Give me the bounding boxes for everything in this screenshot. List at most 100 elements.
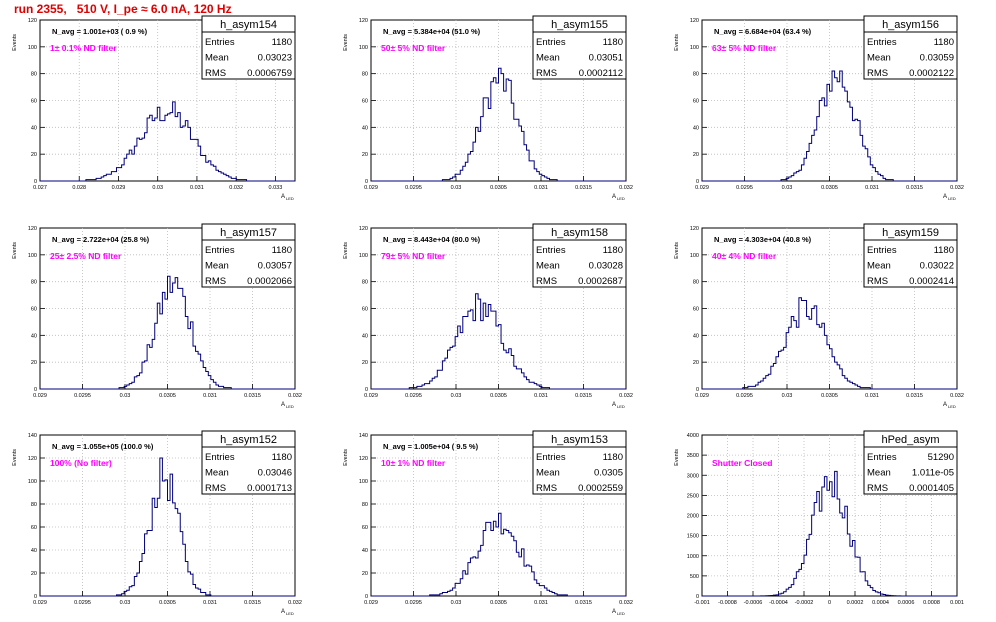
y-tick-label: 60 xyxy=(31,99,37,105)
y-tick-label: 80 xyxy=(693,72,699,78)
stats-key: Entries xyxy=(205,245,235,256)
stats-value: 1180 xyxy=(603,37,623,48)
x-axis-label: ALED xyxy=(612,194,625,201)
y-tick-label: 40 xyxy=(31,125,37,131)
plot-hPed_asym: -0.001 -0.0008 -0.0006 -0.0004 -0.0002 0 0.000… xyxy=(674,430,964,606)
y-tick-label: 0 xyxy=(365,594,368,600)
stats-value: 0.03051 xyxy=(589,53,623,64)
stats-key: Entries xyxy=(205,37,235,48)
x-tick-label: 0.0295 xyxy=(736,393,753,399)
histogram-name: h_asym158 xyxy=(551,227,608,239)
y-tick-label: 60 xyxy=(362,99,368,105)
stats-key: Entries xyxy=(867,245,897,256)
navg-label: N_avg = 5.384e+04 (51.0 %) xyxy=(383,27,481,36)
y-tick-label: 0 xyxy=(696,594,699,600)
x-tick-label: 0.03 xyxy=(451,185,462,191)
x-tick-label: 0.029 xyxy=(112,185,126,191)
stats-key: Entries xyxy=(867,452,897,463)
y-tick-label: 2500 xyxy=(687,493,699,499)
y-tick-label: 40 xyxy=(31,548,37,554)
stats-value: 1180 xyxy=(603,452,623,463)
stats-key: Mean xyxy=(205,468,229,479)
x-tick-label: 0.03 xyxy=(451,600,462,606)
y-tick-label: 3500 xyxy=(687,453,699,459)
x-axis-label: ALED xyxy=(281,194,294,201)
y-tick-label: 4000 xyxy=(687,433,699,439)
histogram-name: h_asym156 xyxy=(882,19,939,31)
y-tick-label: 0 xyxy=(34,387,37,393)
x-tick-label: 0.0315 xyxy=(575,393,592,399)
histogram-series xyxy=(40,101,295,182)
navg-label: N_avg = 4.303e+04 (40.8 %) xyxy=(714,235,812,244)
x-tick-label: 0.03 xyxy=(782,393,793,399)
stats-value: 0.0002112 xyxy=(579,68,623,79)
x-tick-label: 0.0305 xyxy=(490,393,507,399)
x-axis-label: ALED xyxy=(612,402,625,409)
histogram-name: h_asym155 xyxy=(551,19,608,31)
y-tick-label: 60 xyxy=(31,307,37,313)
y-tick-label: 40 xyxy=(693,333,699,339)
histogram-series xyxy=(371,512,626,597)
x-tick-label: 0.0315 xyxy=(575,600,592,606)
stats-value: 0.0002414 xyxy=(909,276,954,287)
y-tick-label: 60 xyxy=(693,99,699,105)
y-tick-label: 0 xyxy=(365,387,368,393)
y-axis-label: Events xyxy=(674,449,680,466)
histogram-name: h_asym154 xyxy=(220,19,277,31)
y-tick-label: 0 xyxy=(696,179,699,185)
x-tick-label: 0.031 xyxy=(203,600,217,606)
x-tick-label: 0.0315 xyxy=(244,393,261,399)
x-tick-label: 0.0305 xyxy=(821,185,838,191)
x-tick-label: 0.029 xyxy=(33,393,47,399)
y-tick-label: 60 xyxy=(693,307,699,313)
y-tick-label: 60 xyxy=(31,525,37,531)
x-tick-label: 0.032 xyxy=(288,393,302,399)
y-tick-label: 80 xyxy=(31,502,37,508)
x-tick-label: 0.03 xyxy=(120,600,131,606)
x-axis-label: ALED xyxy=(943,402,956,409)
filter-annotation: 63± 5% ND filter xyxy=(712,43,777,53)
stats-key: Entries xyxy=(536,37,566,48)
y-tick-label: 120 xyxy=(359,226,368,232)
navg-label: N_avg = 1.055e+05 (100.0 %) xyxy=(52,442,154,451)
filter-annotation: 25± 2.5% ND filter xyxy=(50,251,122,261)
y-axis-label: Events xyxy=(343,449,349,466)
navg-label: N_avg = 1.005e+04 ( 9.5 %) xyxy=(383,442,479,451)
histogram-series xyxy=(702,297,957,390)
histogram-name: h_asym152 xyxy=(220,434,277,446)
y-tick-label: 120 xyxy=(28,18,37,24)
y-tick-label: 3000 xyxy=(687,473,699,479)
y-axis-label: Events xyxy=(12,449,18,466)
x-tick-label: 0.0315 xyxy=(906,393,923,399)
y-tick-label: 20 xyxy=(31,360,37,366)
stats-key: RMS xyxy=(867,276,888,287)
stats-box xyxy=(863,430,958,495)
stats-key: RMS xyxy=(867,483,888,494)
x-tick-label: 0.031 xyxy=(865,393,879,399)
y-tick-label: 80 xyxy=(31,280,37,286)
x-tick-label: 0.0305 xyxy=(490,600,507,606)
x-tick-label: 0.03 xyxy=(152,185,163,191)
y-tick-label: 80 xyxy=(362,280,368,286)
x-tick-label: 0.0295 xyxy=(736,185,753,191)
x-tick-label: 0.0305 xyxy=(159,393,176,399)
plot-h_asym156: 0.029 0.0295 0.03 0.0305 0.031 0.0315 0.032 0 20… xyxy=(674,15,964,201)
x-tick-label: -0.001 xyxy=(694,600,710,606)
y-tick-label: 120 xyxy=(28,226,37,232)
x-tick-label: 0.029 xyxy=(364,600,378,606)
stats-value: 0.0001405 xyxy=(909,483,954,494)
stats-key: Entries xyxy=(536,452,566,463)
stats-key: Mean xyxy=(205,53,229,64)
stats-key: Mean xyxy=(536,53,560,64)
y-tick-label: 120 xyxy=(690,18,699,24)
stats-key: Entries xyxy=(205,452,235,463)
x-tick-label: -0.0002 xyxy=(795,600,814,606)
x-tick-label: 0.029 xyxy=(364,393,378,399)
x-axis-label: ALED xyxy=(281,609,294,616)
x-axis-label: ALED xyxy=(943,194,956,201)
stats-key: RMS xyxy=(867,68,888,79)
stats-value: 1180 xyxy=(934,37,954,48)
stats-box xyxy=(863,223,958,288)
stats-value: 0.0001713 xyxy=(247,483,292,494)
y-tick-label: 20 xyxy=(693,360,699,366)
